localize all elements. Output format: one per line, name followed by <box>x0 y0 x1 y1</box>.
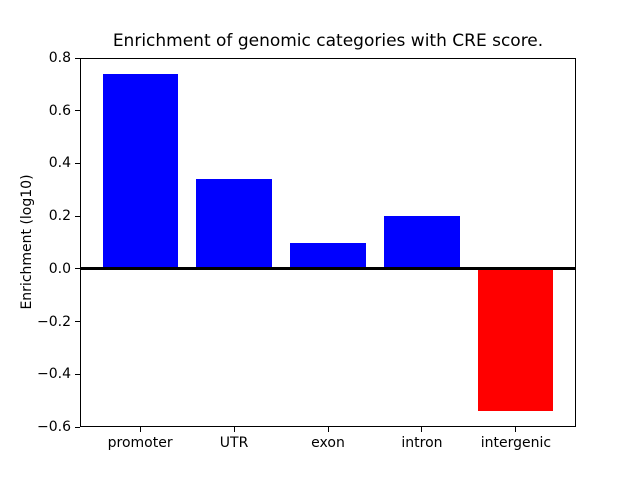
bar-exon <box>290 242 366 269</box>
y-tick-label: 0.0 <box>48 260 71 277</box>
x-tick-label-promoter: promoter <box>107 435 173 451</box>
y-tick-mark <box>75 321 80 323</box>
y-tick-label: −0.4 <box>37 366 71 383</box>
y-tick-mark <box>75 57 80 59</box>
y-tick-mark <box>75 110 80 112</box>
bar-intergenic <box>478 268 554 412</box>
zero-line <box>81 267 575 271</box>
bar-promoter <box>102 73 178 269</box>
y-tick-label: 0.2 <box>48 208 71 225</box>
plot-area <box>80 58 576 427</box>
x-tick-label-intergenic: intergenic <box>480 435 552 451</box>
bar-intron <box>384 216 460 269</box>
bar-UTR <box>196 179 272 269</box>
x-tick-label-exon: exon <box>311 435 345 451</box>
y-axis-label: Enrichment (log10) <box>19 174 35 310</box>
x-tick-mark <box>233 427 235 432</box>
y-tick-label: −0.2 <box>37 313 71 330</box>
x-tick-mark <box>327 427 329 432</box>
y-tick-label: −0.6 <box>37 419 71 435</box>
y-tick-mark <box>75 426 80 428</box>
y-tick-mark <box>75 268 80 270</box>
y-tick-mark <box>75 215 80 217</box>
x-tick-mark <box>139 427 141 432</box>
x-tick-mark <box>421 427 423 432</box>
y-tick-mark <box>75 162 80 164</box>
y-tick-label: 0.6 <box>48 102 71 119</box>
x-tick-label-intron: intron <box>401 435 443 451</box>
y-tick-label: 0.8 <box>48 50 71 66</box>
chart-title: Enrichment of genomic categories with CR… <box>112 31 544 51</box>
x-tick-label-UTR: UTR <box>219 435 249 451</box>
y-tick-mark <box>75 373 80 375</box>
y-tick-label: 0.4 <box>48 155 71 172</box>
x-tick-mark <box>515 427 517 432</box>
